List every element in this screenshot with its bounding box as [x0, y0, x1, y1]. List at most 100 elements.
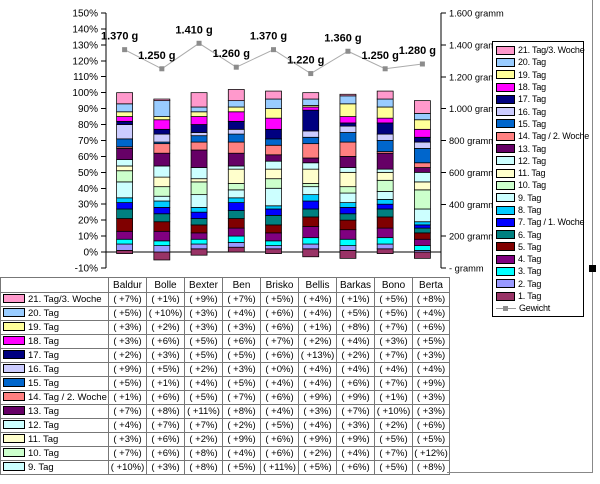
bar-segment: [265, 214, 282, 226]
gewicht-data-label: 1.250 g: [362, 50, 399, 62]
chart-resize-handle[interactable]: [589, 265, 596, 272]
table-cell: ( +4%): [298, 306, 337, 321]
table-cell: ( +4%): [412, 362, 450, 377]
table-cell: ( +7%): [222, 390, 261, 405]
bar-segment: [339, 125, 357, 133]
right-axis-tick-label: 1.000 gramm: [449, 104, 504, 114]
bar-segment: [116, 181, 133, 199]
left-axis-tick-label: 60%: [78, 152, 98, 163]
bar-segment: [116, 116, 133, 122]
bar-segment: [265, 208, 282, 216]
bar-segment: [190, 207, 208, 213]
legend-item: 7. Tag / 1. Woche: [493, 216, 585, 228]
legend-key-swatch: [3, 406, 25, 415]
left-axis-tick-label: 10%: [78, 232, 98, 243]
bar-segment: [153, 251, 171, 261]
left-axis-tick-label: 50%: [78, 168, 98, 179]
table-cell: ( +3%): [222, 320, 261, 335]
bar-segment: [153, 176, 171, 188]
bar-segment: [116, 159, 133, 167]
bar-segment: [302, 186, 320, 196]
table-row: 12. Tag( +4%)( +7%)( +7%)( +2%)( +5%)( +…: [0, 418, 450, 433]
bar-segment: [190, 238, 208, 245]
table-cell: ( +4%): [336, 362, 375, 377]
table-cell: ( +5%): [336, 306, 375, 321]
bar-segment: [302, 243, 320, 250]
bar-segment: [414, 136, 431, 143]
bar-segment: [339, 167, 357, 173]
table-cell: ( +3%): [222, 362, 261, 377]
table-cell: ( +6%): [336, 460, 375, 475]
bar-segment: [190, 149, 208, 168]
table-cell: ( +4%): [412, 306, 450, 321]
table-cell: ( +0%): [260, 362, 299, 377]
bar-segment: [414, 119, 431, 130]
bar-segment: [153, 116, 171, 121]
bar-segment: [190, 116, 208, 125]
table-cell: ( +2%): [298, 446, 337, 461]
legend-key-swatch: [496, 94, 515, 104]
legend-item-label: 13. Tag: [518, 143, 546, 154]
gewicht-marker: [233, 64, 239, 70]
bar-segment: [376, 199, 394, 205]
table-row: 14. Tag / 2. Woche( +1%)( +6%)( +5%)( +7…: [0, 390, 450, 405]
legend-item: 8. Tag: [493, 204, 583, 216]
bar-segment: [116, 250, 133, 254]
table-cell: ( +3%): [412, 348, 450, 363]
left-axis-tick-label: 90%: [78, 104, 98, 115]
bar-segment: [190, 111, 208, 117]
table-cell: ( +6%): [412, 320, 450, 335]
bar-segment: [302, 136, 320, 145]
row-label-text: 17. Tag: [28, 350, 59, 361]
table-cell: ( +8%): [184, 446, 223, 461]
table-cell: ( +3%): [146, 348, 185, 363]
gewicht-marker: [308, 71, 314, 77]
bar-segment: [302, 130, 320, 138]
legend-key-swatch: [3, 294, 25, 303]
bar-segment: [376, 208, 394, 218]
table-cell: ( +8%): [412, 460, 450, 475]
bar-segment: [153, 119, 171, 130]
legend-key-swatch: [496, 242, 515, 252]
legend-item: 11. Tag: [493, 167, 583, 179]
table-cell: ( +3%): [336, 418, 375, 433]
table-cell: ( +9%): [336, 432, 375, 447]
table-cell: ( +4%): [260, 376, 299, 391]
bar-segment: [153, 221, 171, 232]
table-cell: ( +6%): [260, 348, 299, 363]
bar-segment: [153, 240, 171, 247]
bar-segment: [265, 248, 282, 254]
legend-item-label: 9. Tag: [518, 192, 542, 203]
table-cell: ( +5%): [412, 334, 450, 349]
row-label-text: 9. Tag: [28, 462, 54, 473]
table-cell: ( +6%): [222, 334, 261, 349]
legend-item: 21. Tag/3. Woche: [493, 44, 585, 56]
table-cell: ( +5%): [222, 348, 261, 363]
bar-segment: [116, 230, 133, 240]
table-cell: ( +3%): [412, 404, 450, 419]
table-cell: ( +8%): [184, 460, 223, 475]
legend-item-label: 17. Tag: [518, 94, 546, 105]
bar-segment: [265, 160, 282, 170]
bar-segment: [339, 202, 357, 208]
legend-item-label: 16. Tag: [518, 106, 546, 117]
bar-segment: [376, 227, 394, 239]
table-cell: ( +4%): [374, 362, 413, 377]
gewicht-data-label: 1.370 g: [250, 31, 287, 43]
bar-segment: [414, 148, 431, 164]
bar-segment: [153, 200, 171, 208]
legend-item-label: 18. Tag: [518, 82, 546, 93]
table-cell: ( +8%): [222, 404, 261, 419]
bar-segment: [153, 230, 171, 242]
bar-segment: [376, 203, 394, 210]
table-row: 21. Tag/3. Woche( +7%)( +1%)( +9%)( +7%)…: [0, 292, 450, 307]
bar-segment: [227, 168, 245, 184]
legend-item: 13. Tag: [493, 142, 583, 154]
bar-segment: [339, 132, 357, 143]
table-cell: ( +3%): [184, 306, 223, 321]
table-cell: ( +4%): [260, 404, 299, 419]
table-row-label: 20. Tag: [0, 306, 109, 321]
table-cell: ( +1%): [374, 390, 413, 405]
bar-segment: [265, 117, 282, 130]
table-corner-cell: [0, 277, 109, 293]
